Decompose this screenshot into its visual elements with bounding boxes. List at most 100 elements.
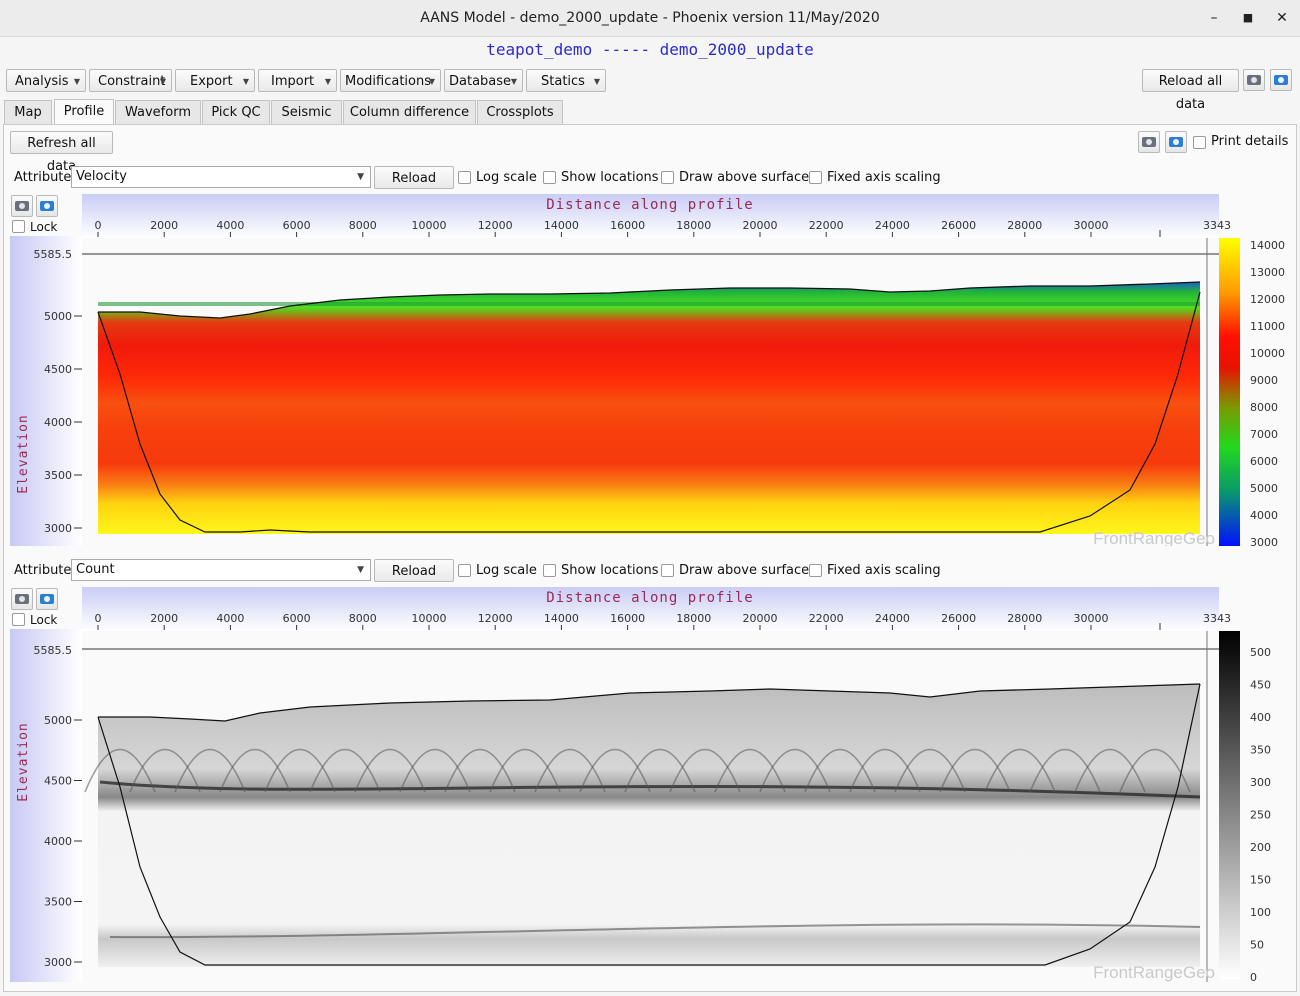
tab-pick-qc[interactable]: Pick QC [202,100,270,124]
ray-arc [354,748,426,793]
attribute-select-count[interactable]: Count ▼ [71,559,371,581]
print-details-checkbox[interactable] [1193,136,1206,149]
tab-column-difference[interactable]: Column difference [343,100,476,124]
reload-button[interactable]: Reload [374,559,454,582]
ray-arc [714,748,786,793]
tab-seismic[interactable]: Seismic [271,100,342,124]
colorbar-tick-label: 7000 [1250,428,1278,441]
tab-map[interactable]: Map [4,100,52,124]
attribute-value: Count [76,562,115,577]
plot2-screenshot-button[interactable] [11,588,33,610]
plot1-screenshot-copy-button[interactable] [36,195,58,217]
menu-import[interactable]: Import ▼ [258,69,337,92]
attribute-label: Attribute [14,170,72,185]
dropdown-caret-icon: ▼ [428,77,435,86]
draw-above-surface-checkbox[interactable] [661,564,674,577]
plot1-screenshot-button[interactable] [11,195,33,217]
draw-above-surface-label: Draw above surface [679,563,810,578]
dropdown-caret-icon: ▼ [593,77,600,86]
y-tick-label: 3500 [44,469,72,482]
panel-screenshot-button[interactable] [1138,131,1160,153]
refresh-all-data-button[interactable]: Refresh all data [10,131,113,174]
x-end-label: 3343 [1203,612,1231,625]
x-tick-label: 26000 [941,612,976,625]
menu-label: Database [449,74,512,89]
colorbar-tick-label: 5000 [1250,482,1278,495]
menu-modifications[interactable]: Modifications ▼ [340,69,441,92]
minimize-button[interactable]: – [1210,10,1218,26]
fixed-axis-scaling-checkbox[interactable] [809,171,822,184]
attribute-select-velocity[interactable]: Velocity ▼ [71,166,371,188]
draw-above-surface-checkbox[interactable] [661,171,674,184]
fixed-axis-scaling-checkbox[interactable] [809,564,822,577]
x-tick-labels: 0 2000 4000 6000 8000 10000 12000 14000 16000 180… [95,219,1161,237]
camera-icon [1247,75,1261,85]
close-button[interactable]: ✕ [1276,10,1288,26]
y-tick-label: 4000 [44,416,72,429]
menu-statics[interactable]: Statics ▼ [526,69,606,92]
ray-arc [444,748,516,793]
y-tick-label: 4500 [44,775,72,788]
reload-all-data-button[interactable]: Reload all data [1142,69,1239,112]
x-tick-label: 12000 [478,219,513,232]
menu-analysis[interactable]: Analysis ▼ [6,69,86,92]
x-tick-label: 4000 [216,219,244,232]
colorbar-tick-label: 8000 [1250,401,1278,414]
maximize-button[interactable]: ■ [1242,11,1254,24]
y-axis-background [10,236,82,546]
plot1-lock-checkbox[interactable] [12,220,25,233]
colorbar-tick-label: 0 [1250,971,1257,982]
menu-label: Import [271,74,315,89]
menu-label: Export [190,74,233,89]
ray-arc [804,748,876,793]
tab-crossplots[interactable]: Crossplots [477,100,563,124]
tab-waveform[interactable]: Waveform [115,100,201,124]
plot2-screenshot-copy-button[interactable] [36,588,58,610]
ray-arc [1119,748,1191,793]
chevron-down-icon: ▼ [357,172,364,182]
colorbar-tick-label: 250 [1250,809,1271,822]
menu-constraint[interactable]: Constraint ▼ [89,69,172,92]
colorbar-tick-label: 10000 [1250,347,1285,360]
ray-arc [174,748,246,793]
ray-arc [129,748,201,793]
count-profile-plot[interactable]: Distance along profile 0 2000 4000 6000 8000… [10,587,1290,982]
show-locations-checkbox[interactable] [543,171,556,184]
plot1-lock-label: Lock [30,220,58,234]
x-end-label: 3343 [1203,219,1231,232]
velocity-profile-plot[interactable]: Distance along profile 0 2000 4000 6000 8000… [10,194,1290,546]
ray-arc [849,748,921,793]
camera-icon [1142,137,1156,147]
watermark: FrontRangeGeo [1093,529,1215,546]
menu-label: Modifications [345,74,432,89]
colorbar-tick-labels: 14000 13000 12000 11000 10000 9000 8000 7000 600… [1250,239,1285,546]
x-tick-label: 4000 [216,612,244,625]
dropdown-caret-icon: ▼ [242,77,249,86]
ray-arc [894,748,966,793]
camera-icon [1169,137,1183,147]
log-scale-checkbox[interactable] [458,171,471,184]
screenshot-copy-button[interactable] [1270,69,1292,91]
coverage-outline [97,291,1201,533]
log-scale-checkbox[interactable] [458,564,471,577]
plot2-lock-label: Lock [30,613,58,627]
plot2-lock-checkbox[interactable] [12,613,25,626]
screenshot-button[interactable] [1243,69,1265,91]
x-tick-label: 14000 [544,612,579,625]
tab-profile[interactable]: Profile [54,99,114,124]
attribute-label: Attribute [14,563,72,578]
ray-arc [1074,748,1146,793]
panel-screenshot-copy-button[interactable] [1165,131,1187,153]
ray-arc [399,748,471,793]
menu-label: Analysis [15,74,69,89]
menu-database[interactable]: Database ▼ [444,69,523,92]
menu-export[interactable]: Export ▼ [175,69,255,92]
fixed-axis-scaling-label: Fixed axis scaling [827,563,941,578]
reload-button[interactable]: Reload [374,166,454,189]
show-locations-checkbox[interactable] [543,564,556,577]
log-scale-label: Log scale [476,170,537,185]
ray-arc [624,748,696,793]
x-tick-label: 8000 [349,219,377,232]
x-tick-label: 16000 [610,219,645,232]
